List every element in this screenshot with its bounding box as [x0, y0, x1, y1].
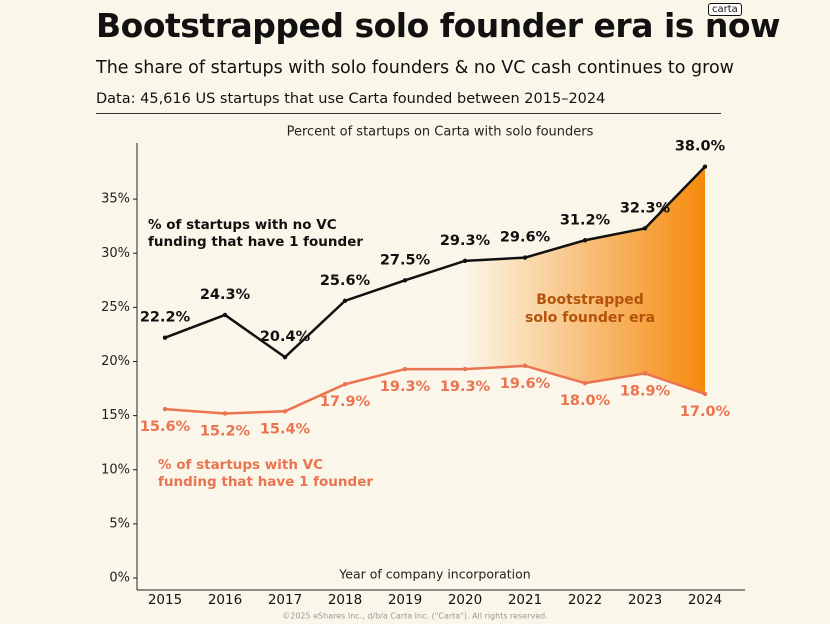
x-tick-label: 2024: [688, 592, 722, 608]
note: Data: 45,616 US startups that use Carta …: [96, 91, 606, 107]
era-annotation: Bootstrapped solo founder era: [525, 292, 655, 326]
x-tick-label: 2021: [508, 592, 542, 608]
x-tick-label: 2017: [268, 592, 302, 608]
subtitle: The share of startups with solo founders…: [96, 58, 734, 78]
value-label: 19.3%: [380, 379, 431, 395]
point: [402, 278, 408, 283]
y-axis-title: Percent of startups on Carta with solo f…: [287, 125, 594, 140]
point: [162, 406, 168, 412]
point: [582, 380, 588, 386]
value-label: 38.0%: [675, 139, 726, 155]
title: Bootstrapped solo founder era is now: [96, 6, 781, 45]
value-label: 25.6%: [320, 273, 371, 289]
value-label: 27.5%: [380, 252, 431, 268]
value-label: 15.2%: [200, 423, 251, 439]
x-tick-label: 2018: [328, 592, 362, 608]
point: [462, 258, 468, 264]
x-tick-label: 2022: [568, 592, 602, 608]
value-label: 29.3%: [440, 233, 491, 249]
point: [222, 411, 228, 416]
series-line: [164, 364, 706, 415]
point: [642, 226, 648, 231]
y-tick-label: 35%: [101, 192, 130, 207]
y-tick-label: 30%: [101, 246, 130, 261]
point: [162, 335, 168, 340]
rule: [96, 113, 721, 114]
point: [402, 366, 408, 372]
y-tick-label: 25%: [101, 300, 130, 315]
value-label: 19.3%: [440, 379, 491, 395]
point: [642, 371, 648, 376]
y-tick-label: 5%: [109, 516, 130, 531]
point: [282, 354, 288, 360]
point: [522, 255, 528, 260]
value-label: 22.2%: [140, 310, 191, 326]
value-label: 24.3%: [200, 287, 251, 303]
value-label: 17.9%: [320, 394, 371, 410]
value-label: 18.9%: [620, 383, 671, 399]
point: [342, 298, 348, 304]
x-tick-label: 2015: [148, 592, 182, 608]
value-label: 18.0%: [560, 393, 611, 409]
x-tick-label: 2023: [628, 592, 662, 608]
point: [702, 391, 708, 397]
era-band: [465, 166, 705, 394]
value-label: 20.4%: [260, 329, 311, 345]
y-tick-label: 0%: [109, 571, 130, 586]
y-tick-label: 15%: [101, 408, 130, 423]
point: [462, 366, 468, 372]
x-axis-title: Year of company incorporation: [338, 567, 530, 582]
legend-entry: % of startups with VC funding that have …: [158, 457, 374, 490]
point: [282, 409, 288, 414]
value-label: 15.6%: [140, 419, 191, 435]
series-line: [164, 165, 706, 359]
logo: carta: [708, 3, 742, 16]
value-label: 17.0%: [680, 404, 731, 420]
x-tick-label: 2016: [208, 592, 242, 608]
value-label: 29.6%: [500, 230, 551, 246]
x-tick-label: 2019: [388, 592, 422, 608]
y-tick-label: 10%: [101, 462, 130, 477]
value-label: 15.4%: [260, 421, 311, 437]
point: [222, 312, 228, 318]
point: [342, 382, 348, 387]
value-label: 31.2%: [560, 212, 611, 228]
value-label: 19.6%: [500, 376, 551, 392]
value-label: 32.3%: [620, 200, 671, 216]
point: [522, 363, 528, 369]
x-tick-label: 2020: [448, 592, 482, 608]
point: [582, 238, 588, 243]
point: [702, 164, 708, 169]
y-tick-label: 20%: [101, 354, 130, 369]
legend-entry: % of startups with no VC funding that ha…: [148, 217, 364, 250]
footer: ©2025 eShares Inc., d/b/a Carta Inc. ("C…: [282, 612, 548, 621]
